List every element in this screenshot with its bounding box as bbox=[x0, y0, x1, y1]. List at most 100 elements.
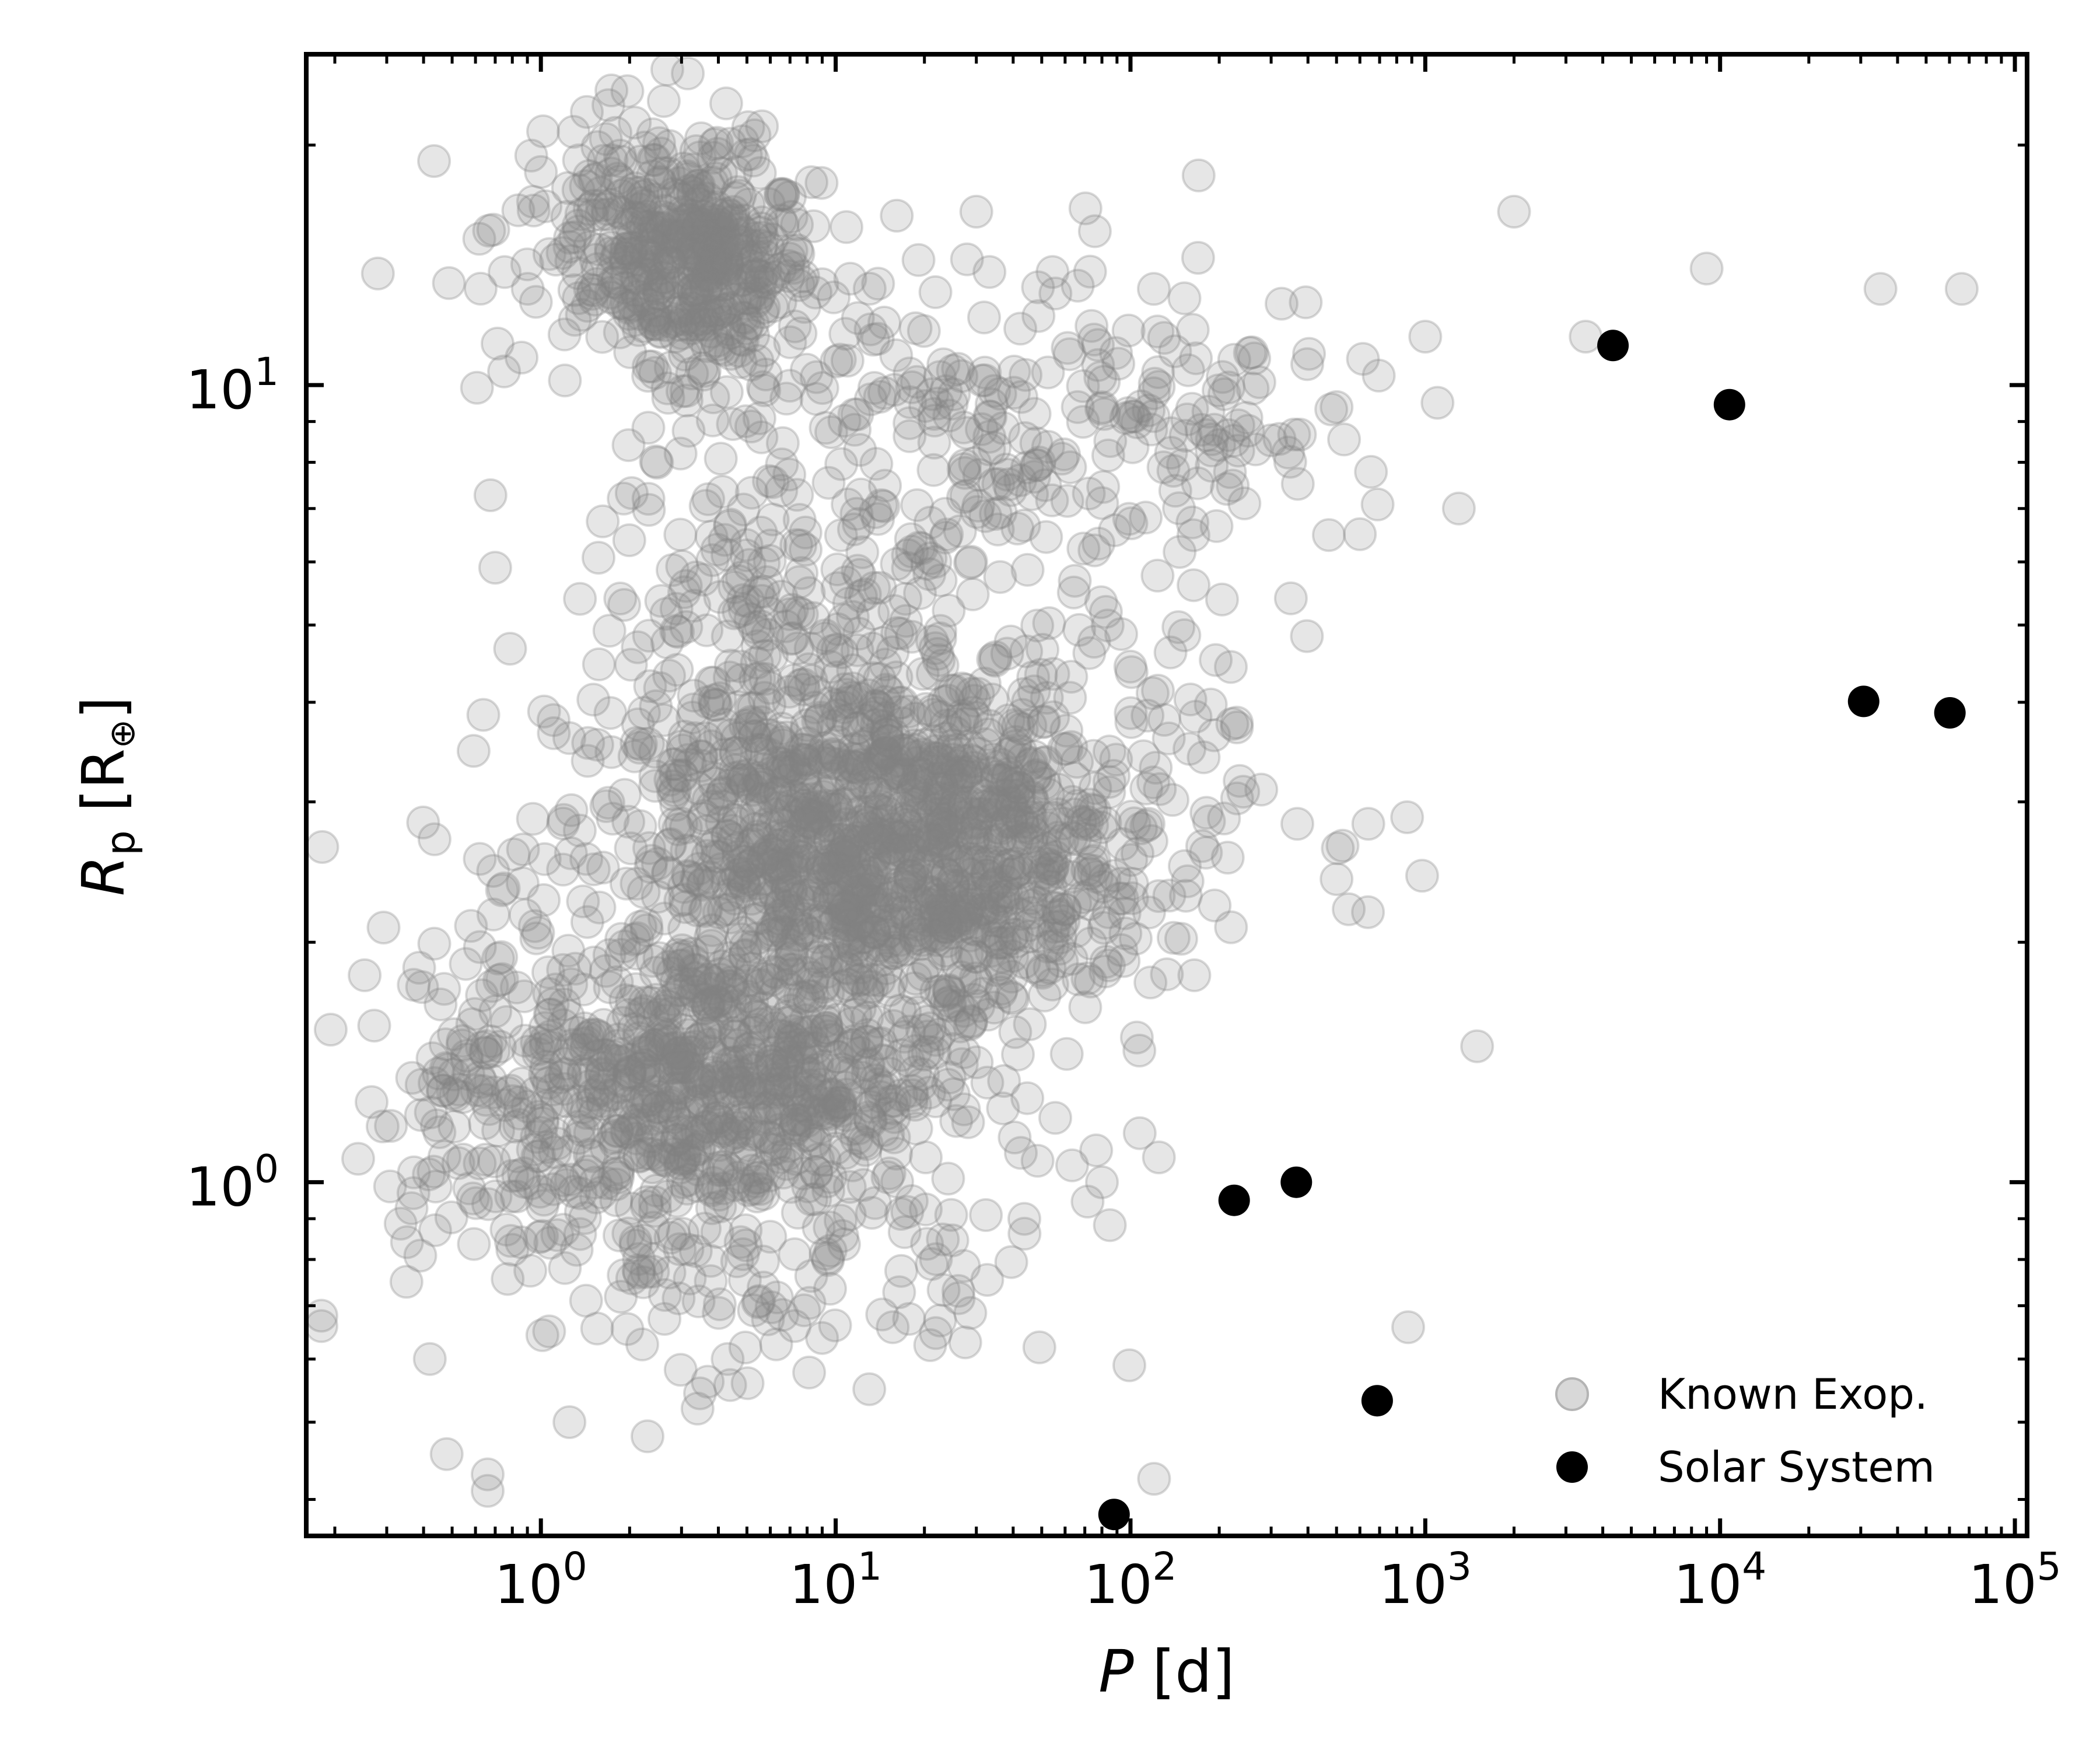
known-exoplanet-point bbox=[655, 237, 690, 272]
known-exoplanet-point bbox=[1073, 856, 1107, 891]
known-exoplanet-point bbox=[1320, 862, 1354, 897]
known-exoplanet-point bbox=[1041, 899, 1076, 933]
known-exoplanet-point bbox=[678, 285, 713, 319]
known-exoplanet-point bbox=[695, 276, 729, 311]
known-exoplanet-point bbox=[628, 235, 663, 269]
known-exoplanet-point bbox=[631, 288, 666, 322]
known-exoplanet-point bbox=[578, 163, 611, 197]
known-exoplanet-point bbox=[1236, 372, 1270, 406]
known-exoplanet-point bbox=[577, 946, 611, 979]
known-exoplanet-point bbox=[511, 1034, 545, 1069]
known-exoplanet-point bbox=[932, 973, 966, 1007]
known-exoplanet-point bbox=[1114, 843, 1149, 877]
known-exoplanet-point bbox=[708, 304, 743, 339]
known-exoplanet-point bbox=[680, 271, 715, 306]
known-exoplanet-point bbox=[672, 225, 706, 260]
known-exoplanet-point bbox=[793, 984, 827, 1018]
known-exoplanet-point bbox=[772, 242, 807, 276]
known-exoplanet-point bbox=[897, 971, 932, 1006]
known-exoplanet-point bbox=[781, 918, 816, 952]
known-exoplanet-point bbox=[565, 298, 599, 332]
known-exoplanet-point bbox=[607, 271, 642, 305]
known-exoplanet-point bbox=[836, 824, 871, 859]
known-exoplanet-point bbox=[653, 246, 687, 281]
known-exoplanet-point bbox=[888, 736, 922, 771]
known-exoplanet-point bbox=[699, 190, 734, 224]
known-exoplanet-point bbox=[625, 209, 659, 243]
known-exoplanet-point bbox=[397, 1155, 431, 1189]
known-exoplanet-point bbox=[844, 477, 878, 512]
known-exoplanet-point bbox=[662, 220, 696, 254]
known-exoplanet-point bbox=[703, 215, 737, 249]
known-exoplanet-point bbox=[703, 331, 737, 366]
known-exoplanet-point bbox=[1220, 710, 1254, 744]
known-exoplanet-point bbox=[635, 268, 668, 303]
known-exoplanet-point bbox=[820, 632, 855, 667]
known-exoplanet-point bbox=[739, 284, 774, 318]
known-exoplanet-point bbox=[585, 188, 620, 223]
known-exoplanet-point bbox=[640, 307, 674, 342]
known-exoplanet-point bbox=[510, 247, 544, 282]
known-exoplanet-point bbox=[832, 1170, 867, 1204]
known-exoplanet-point bbox=[737, 118, 772, 152]
known-exoplanet-point bbox=[1104, 617, 1139, 651]
known-exoplanet-point bbox=[755, 502, 790, 537]
known-exoplanet-point bbox=[1137, 1462, 1171, 1496]
known-exoplanet-point bbox=[707, 294, 741, 328]
known-exoplanet-point bbox=[562, 281, 596, 316]
known-exoplanet-point bbox=[734, 259, 768, 293]
known-exoplanet-point bbox=[701, 136, 735, 171]
known-exoplanet-point bbox=[524, 155, 558, 189]
known-exoplanet-point bbox=[752, 464, 786, 498]
known-exoplanet-point bbox=[670, 159, 705, 194]
known-exoplanet-point bbox=[733, 137, 768, 172]
known-exoplanet-point bbox=[611, 290, 645, 325]
known-exoplanet-point bbox=[676, 218, 710, 252]
known-exoplanet-point bbox=[635, 159, 670, 193]
known-exoplanet-point bbox=[701, 251, 735, 286]
known-exoplanet-point bbox=[967, 300, 1001, 335]
known-exoplanet-point bbox=[1343, 517, 1377, 551]
known-exoplanet-point bbox=[700, 324, 734, 358]
known-exoplanet-point bbox=[788, 788, 821, 822]
known-exoplanet-point bbox=[615, 220, 649, 254]
known-exoplanet-point bbox=[771, 870, 805, 904]
known-exoplanet-point bbox=[743, 156, 777, 190]
known-exoplanet-point bbox=[960, 804, 995, 839]
known-exoplanet-point bbox=[901, 243, 936, 277]
known-exoplanet-point bbox=[1223, 764, 1257, 798]
known-exoplanet-point bbox=[525, 1318, 559, 1352]
known-exoplanet-point bbox=[527, 883, 561, 917]
known-exoplanet-point bbox=[550, 200, 584, 234]
known-exoplanet-point bbox=[694, 520, 729, 554]
known-exoplanet-point bbox=[653, 245, 688, 279]
known-exoplanet-point bbox=[713, 290, 747, 325]
known-exoplanet-point bbox=[681, 210, 716, 244]
known-exoplanet-point bbox=[860, 689, 894, 723]
known-exoplanet-point bbox=[594, 230, 628, 265]
known-exoplanet-point bbox=[799, 675, 833, 709]
known-exoplanet-point bbox=[590, 192, 625, 226]
known-exoplanet-point bbox=[675, 206, 709, 241]
known-exoplanet-point bbox=[712, 313, 747, 347]
known-exoplanet-point bbox=[725, 300, 760, 335]
known-exoplanet-point bbox=[988, 926, 1022, 960]
known-exoplanet-point bbox=[1189, 835, 1223, 870]
known-exoplanet-point bbox=[700, 235, 734, 270]
known-exoplanet-point bbox=[825, 836, 859, 870]
known-exoplanet-point bbox=[692, 244, 727, 278]
known-exoplanet-point bbox=[360, 256, 395, 290]
known-exoplanet-point bbox=[603, 582, 638, 615]
known-exoplanet-point bbox=[859, 792, 894, 826]
known-exoplanet-point bbox=[762, 818, 796, 853]
known-exoplanet-point bbox=[612, 207, 647, 242]
known-exoplanet-point bbox=[1460, 1029, 1494, 1063]
known-exoplanet-point bbox=[788, 515, 822, 550]
known-exoplanet-point bbox=[527, 1182, 561, 1217]
known-exoplanet-point bbox=[636, 240, 671, 275]
known-exoplanet-point bbox=[614, 236, 648, 271]
known-exoplanet-point bbox=[671, 202, 706, 237]
known-exoplanet-point bbox=[824, 1086, 859, 1120]
known-exoplanet-point bbox=[561, 173, 596, 207]
known-exoplanet-point bbox=[570, 289, 605, 323]
